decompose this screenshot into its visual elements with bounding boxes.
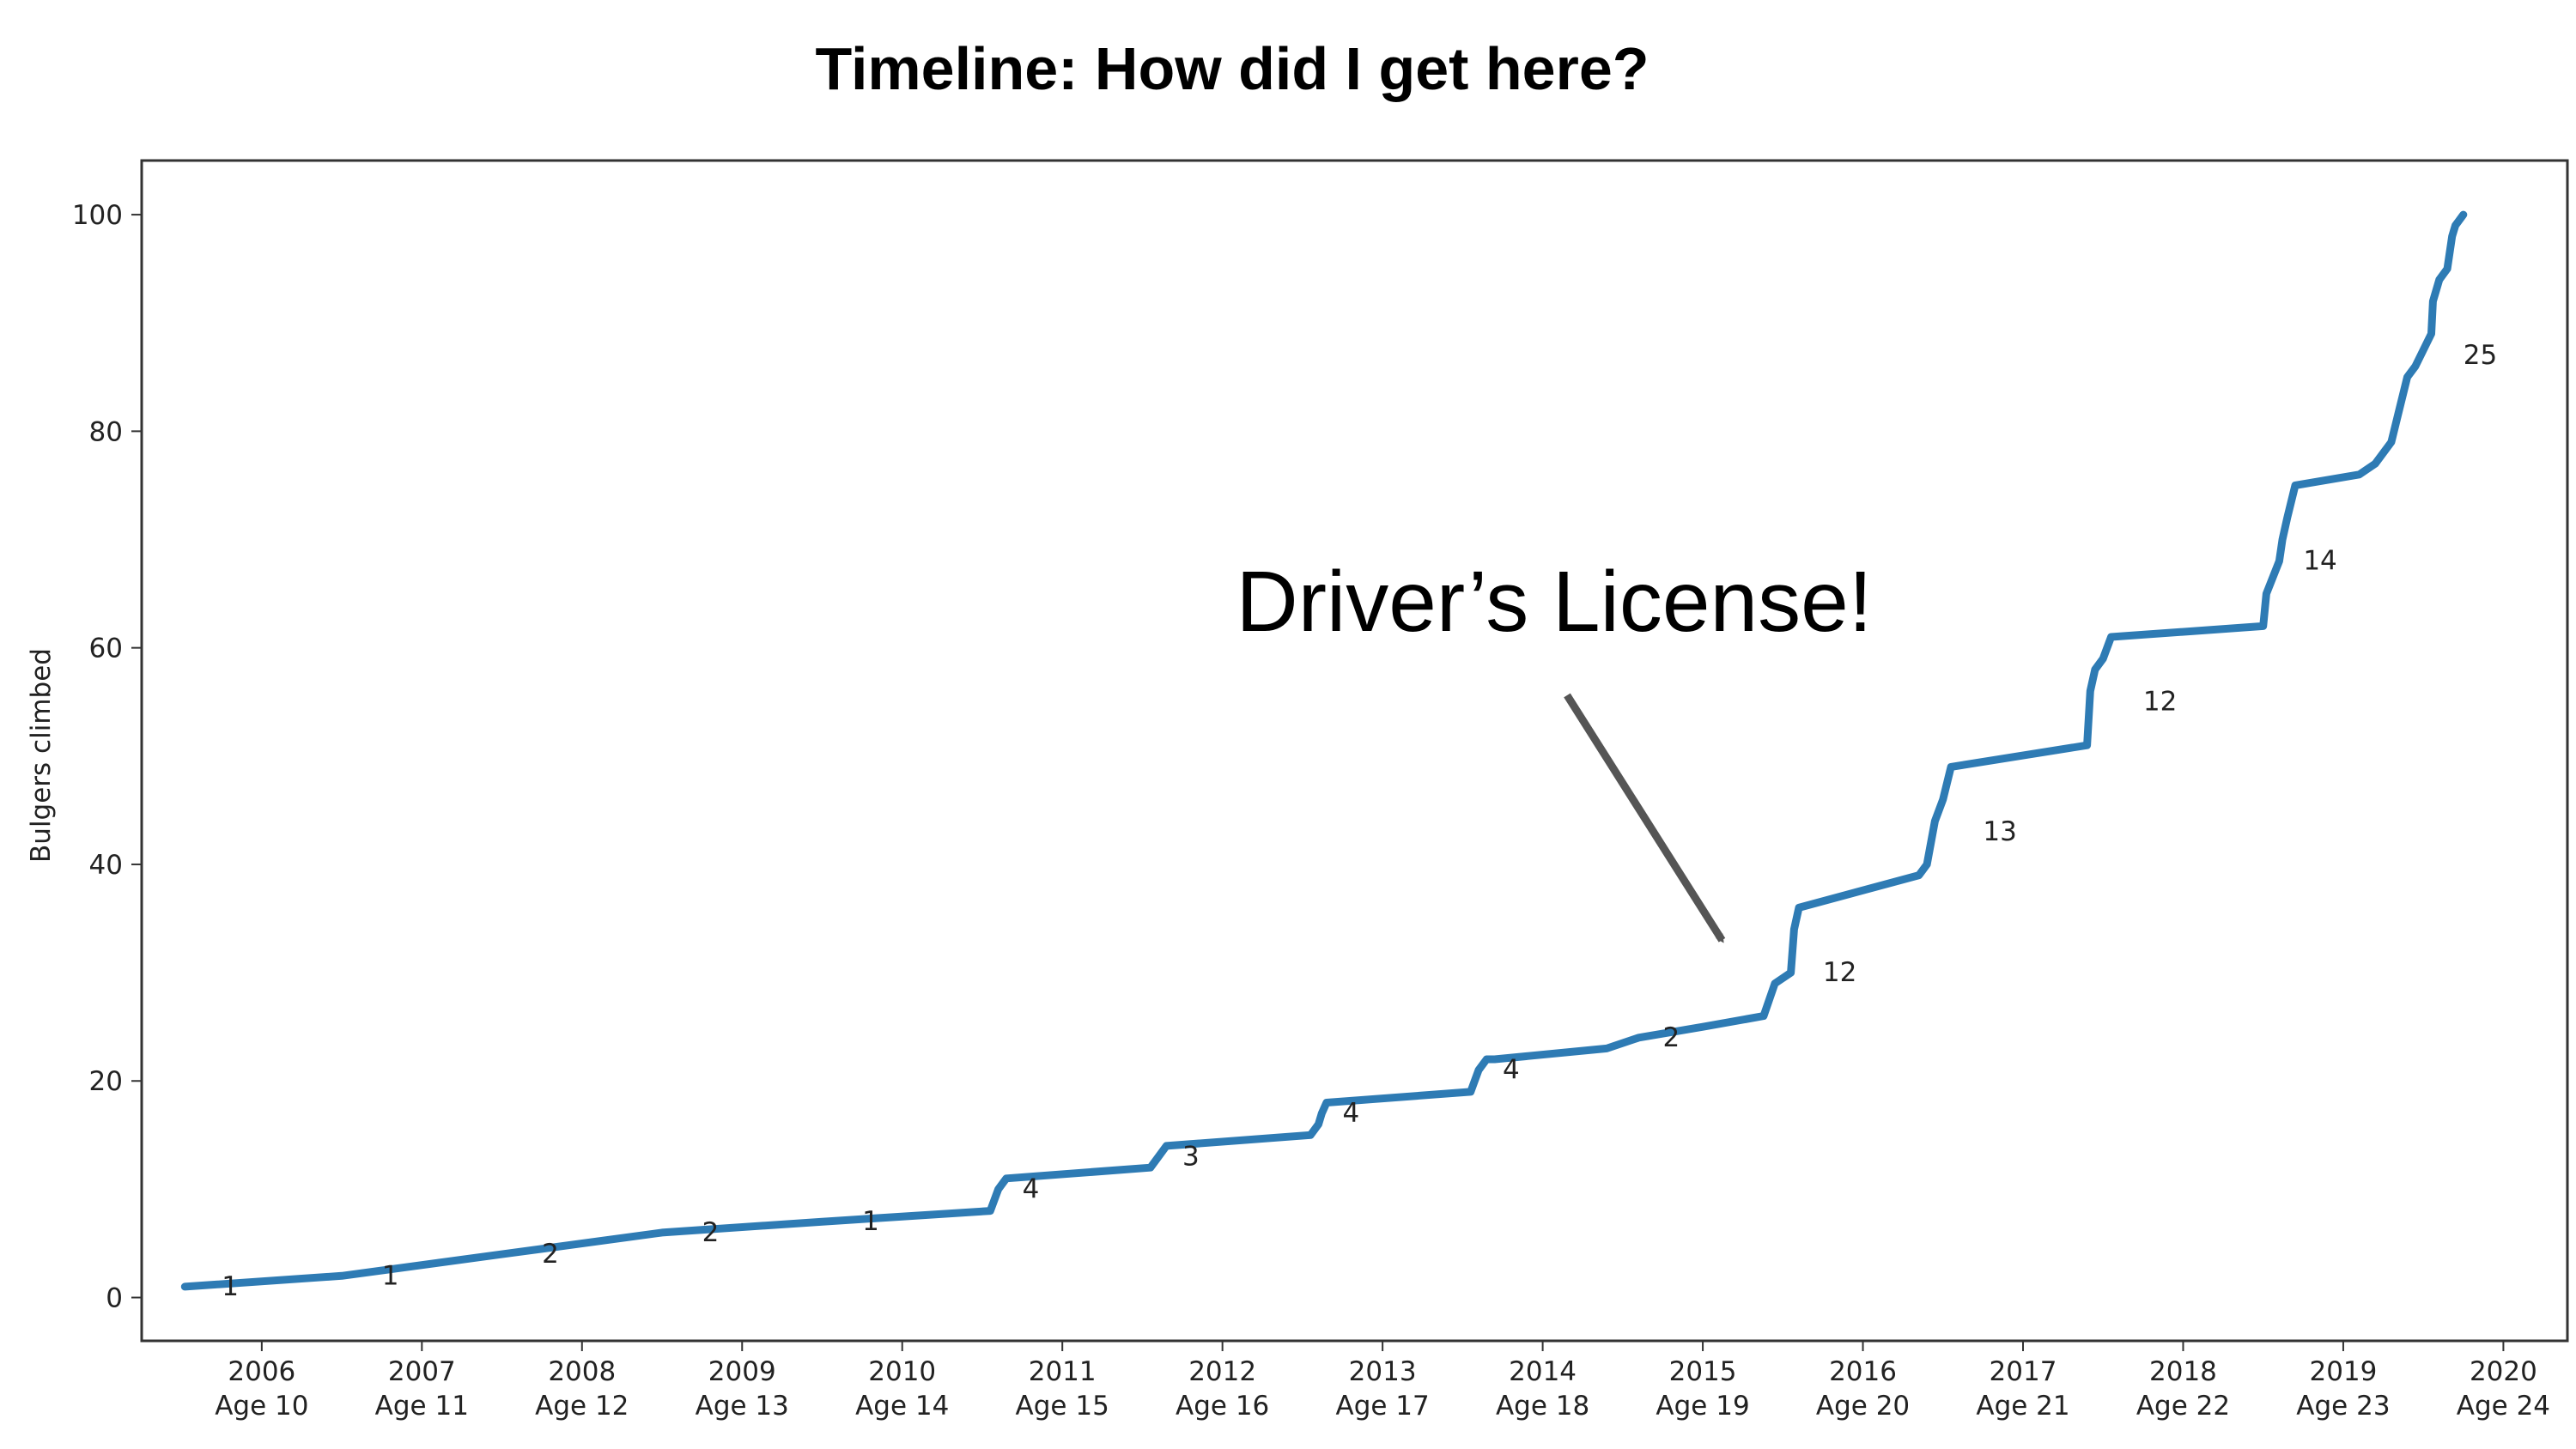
segment-count-label: 12 — [1823, 957, 1856, 988]
segment-count-label: 4 — [1503, 1055, 1520, 1086]
x-tick-age-label: Age 17 — [1335, 1391, 1429, 1422]
x-tick-age-label: Age 24 — [2457, 1391, 2550, 1422]
y-axis: 0 20 40 60 80 100 — [72, 200, 142, 1314]
segment-count-label: 12 — [2143, 687, 2177, 718]
segment-count-label: 3 — [1182, 1142, 1200, 1173]
x-tick-year-label: 2008 — [548, 1356, 616, 1387]
x-tick-year-label: 2007 — [388, 1356, 456, 1387]
y-axis-label: Bulgers climbed — [26, 648, 57, 863]
x-tick-age-label: Age 10 — [215, 1391, 308, 1422]
x-tick-year-label: 2006 — [228, 1356, 295, 1387]
x-tick-year-label: 2009 — [708, 1356, 776, 1387]
segment-count-label: 1 — [382, 1260, 399, 1291]
segment-count-label: 13 — [1983, 816, 2016, 847]
plot-frame — [140, 159, 2569, 1343]
chart-title: Timeline: How did I get here? — [815, 35, 1649, 102]
x-tick-age-label: Age 15 — [1016, 1391, 1109, 1422]
y-tick-label: 40 — [89, 850, 123, 881]
segment-count-label: 2 — [702, 1217, 720, 1248]
x-tick-age-label: Age 16 — [1176, 1391, 1269, 1422]
x-tick-age-label: Age 23 — [2296, 1391, 2390, 1422]
segment-count-label: 25 — [2464, 340, 2497, 371]
x-tick-year-label: 2013 — [1349, 1356, 1417, 1387]
x-tick-year-label: 2018 — [2149, 1356, 2217, 1387]
segment-count-label: 14 — [2303, 546, 2336, 577]
annotation-arrow — [1564, 693, 1726, 943]
x-tick-year-label: 2016 — [1829, 1356, 1897, 1387]
y-tick-label: 20 — [89, 1066, 123, 1097]
x-tick-year-label: 2020 — [2470, 1356, 2537, 1387]
series-line — [180, 210, 2468, 1291]
x-tick-age-label: Age 19 — [1656, 1391, 1749, 1422]
segment-count-label: 1 — [222, 1271, 239, 1302]
segment-count-label: 4 — [1343, 1098, 1360, 1129]
x-tick-age-label: Age 12 — [535, 1391, 629, 1422]
x-tick-year-label: 2014 — [1509, 1356, 1577, 1387]
x-tick-age-label: Age 11 — [375, 1391, 469, 1422]
x-tick-year-label: 2017 — [1990, 1356, 2057, 1387]
segment-count-label: 2 — [542, 1239, 559, 1270]
y-tick-label: 60 — [89, 634, 123, 664]
x-tick-year-label: 2012 — [1188, 1356, 1256, 1387]
x-tick-age-label: Age 20 — [1816, 1391, 1910, 1422]
x-tick-year-label: 2019 — [2309, 1356, 2377, 1387]
x-tick-year-label: 2015 — [1669, 1356, 1737, 1387]
segment-count-label: 4 — [1023, 1173, 1040, 1204]
x-tick-age-label: Age 18 — [1496, 1391, 1589, 1422]
x-tick-age-label: Age 21 — [1976, 1391, 2069, 1422]
x-tick-year-label: 2010 — [868, 1356, 936, 1387]
x-axis: 2006 Age 10 2007 Age 11 2008 Age 12 2009 Age 13… — [215, 1341, 2550, 1422]
y-tick-label: 80 — [89, 416, 123, 447]
annotation-text: Driver’s License! — [1236, 554, 1872, 650]
x-tick-age-label: Age 13 — [696, 1391, 789, 1422]
annotation: Driver’s License! — [1236, 554, 1873, 943]
x-tick-year-label: 2011 — [1029, 1356, 1097, 1387]
x-tick-age-label: Age 22 — [2136, 1391, 2230, 1422]
x-tick-age-label: Age 14 — [855, 1391, 949, 1422]
y-tick-label: 100 — [72, 200, 123, 231]
segment-count-label: 1 — [862, 1206, 879, 1237]
segment-count-label: 2 — [1662, 1022, 1680, 1053]
y-tick-label: 0 — [106, 1283, 123, 1314]
